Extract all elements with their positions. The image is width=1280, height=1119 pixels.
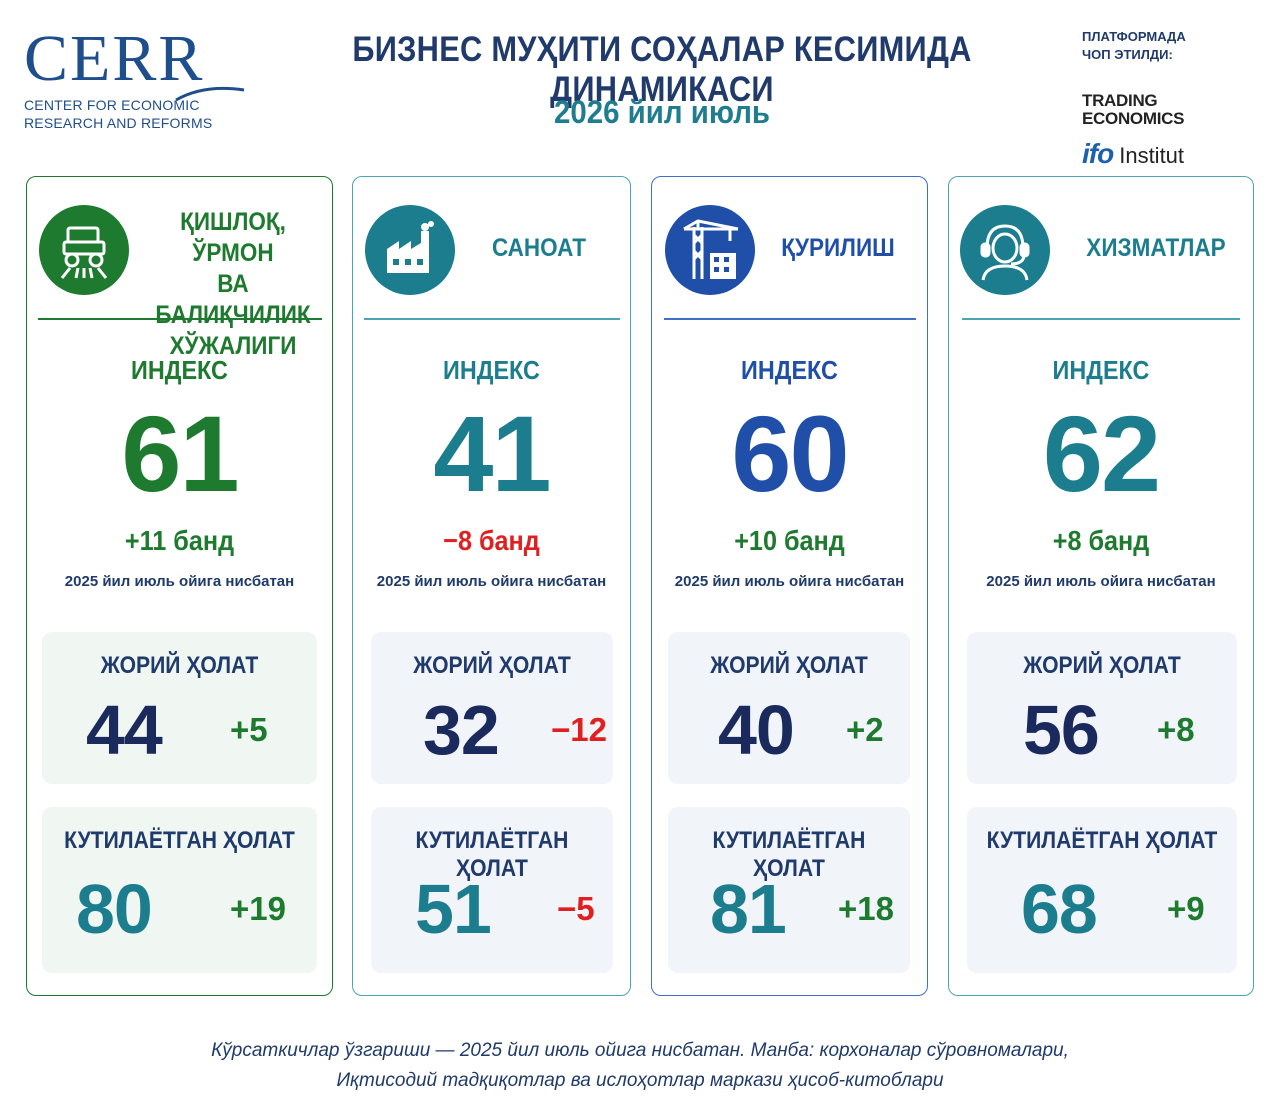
sector-name: ҚИШЛОҚ, ЎРМОН ВА БАЛИҚЧИЛИК ХЎЖАЛИГИ [143, 207, 323, 362]
index-label: ИНДЕКС [741, 355, 838, 385]
headset-operator-icon [960, 205, 1050, 295]
expected-state-delta: +19 [230, 890, 286, 927]
expected-state-delta: +9 [1167, 890, 1205, 927]
expected-state-box: КУТИЛАЁТГАН ҲОЛАТ 51 −5 [371, 807, 613, 973]
page-subtitle: 2026 йил июль [553, 94, 771, 130]
crane-icon [665, 205, 755, 295]
expected-state-label: КУТИЛАЁТГАН ҲОЛАТ [64, 827, 295, 854]
index-note: 2025 йил июль ойига нисбатан [986, 573, 1216, 590]
sector-name-line: ҚУРИЛИШ [781, 234, 895, 262]
ifo-institut-logo: ifo Institut [1082, 138, 1272, 170]
sector-card-header: ҚУРИЛИШ [652, 177, 927, 321]
sector-name-line: ҚИШЛОҚ, ЎРМОН [180, 208, 286, 267]
expected-state-box: КУТИЛАЁТГАН ҲОЛАТ 81 +18 [668, 807, 910, 973]
expected-state-label: КУТИЛАЁТГАН ҲОЛАТ [415, 827, 569, 882]
expected-state-box: КУТИЛАЁТГАН ҲОЛАТ 80 +19 [42, 807, 317, 973]
index-label: ИНДЕКС [131, 355, 228, 385]
expected-state-value: 81 [710, 870, 787, 948]
current-state-delta: +8 [1157, 711, 1195, 748]
current-state-box: ЖОРИЙ ҲОЛАТ 56 +8 [967, 632, 1237, 784]
index-value: 60 [731, 393, 849, 514]
current-state-value: 40 [718, 691, 795, 769]
footer-note: Кўрсаткичлар ўзгариши — 2025 йил июль ой… [0, 1036, 1280, 1096]
sector-name: ХИЗМАТЛАР [1071, 233, 1242, 264]
sector-name: САНОАТ [467, 233, 611, 264]
index-label: ИНДЕКС [443, 355, 540, 385]
ifo-text: Institut [1119, 143, 1185, 168]
index-note: 2025 йил июль ойига нисбатан [64, 573, 295, 590]
current-state-box: ЖОРИЙ ҲОЛАТ 44 +5 [42, 632, 317, 784]
platform-block: ПЛАТФОРМАДА ЧОП ЭТИЛДИ: TRADING ECONOMIC… [1082, 28, 1272, 170]
footer-line-1: Кўрсаткичлар ўзгариши — 2025 йил июль ой… [211, 1040, 1069, 1061]
index-value: 61 [121, 393, 239, 514]
sector-name-line: ХЎЖАЛИГИ [169, 332, 297, 360]
te-logo-line-2: ECONOMICS [1082, 109, 1185, 128]
index-delta: +8 банд [1052, 525, 1150, 556]
expected-state-value: 68 [1021, 870, 1098, 948]
current-state-box: ЖОРИЙ ҲОЛАТ 32 −12 [371, 632, 613, 784]
current-state-value: 56 [1023, 691, 1100, 769]
trading-economics-logo: TRADING ECONOMICS [1082, 92, 1272, 128]
current-state-label: ЖОРИЙ ҲОЛАТ [1023, 652, 1181, 679]
current-state-value: 32 [423, 691, 500, 769]
current-state-label: ЖОРИЙ ҲОЛАТ [100, 652, 259, 679]
platform-caption: ПЛАТФОРМАДА ЧОП ЭТИЛДИ: [1082, 28, 1272, 64]
sector-divider [664, 318, 916, 320]
current-state-delta: −12 [551, 711, 607, 748]
page-title: БИЗНЕС МУҲИТИ СОҲАЛАР КЕСИМИДА ДИНАМИКАС… [352, 30, 972, 109]
expected-state-label: КУТИЛАЁТГАН ҲОЛАТ [986, 827, 1218, 854]
sector-card: ХИЗМАТЛАР ИНДЕКС 62 +8 банд 2025 йил июль ой… [948, 176, 1254, 996]
sector-card-header: САНОАТ [353, 177, 630, 321]
expected-state-delta: −5 [557, 890, 595, 927]
platform-caption-line-1: ПЛАТФОРМАДА [1082, 29, 1186, 44]
sector-card-header: ҚИШЛОҚ, ЎРМОН ВА БАЛИҚЧИЛИК ХЎЖАЛИГИ [27, 177, 332, 360]
logo-subtitle: CENTER FOR ECONOMIC RESEARCH AND REFORMS [24, 96, 244, 132]
current-state-delta: +2 [846, 711, 884, 748]
sector-card: ҚУРИЛИШ ИНДЕКС 60 +10 банд 2025 йил июль ойи… [651, 176, 928, 996]
sector-divider [38, 318, 322, 320]
index-delta: +10 банд [734, 525, 845, 556]
index-label: ИНДЕКС [1052, 355, 1150, 385]
logo-swoosh-icon [175, 86, 245, 102]
tractor-icon [39, 205, 129, 295]
index-note: 2025 йил июль ойига нисбатан [674, 573, 905, 590]
expected-state-label: КУТИЛАЁТГАН ҲОЛАТ [712, 827, 866, 882]
current-state-delta: +5 [230, 711, 268, 748]
ifo-mark: ifo [1082, 138, 1114, 169]
logo-line-1: CENTER FOR ECONOMIC [24, 97, 200, 113]
sector-name-line: ХИЗМАТЛАР [1086, 234, 1226, 262]
expected-state-box: КУТИЛАЁТГАН ҲОЛАТ 68 +9 [967, 807, 1237, 973]
index-delta: −8 банд [443, 525, 540, 556]
platform-caption-line-2: ЧОП ЭТИЛДИ: [1082, 47, 1173, 62]
index-value: 41 [433, 393, 551, 514]
sector-name-line: САНОАТ [491, 234, 586, 262]
index-delta: +11 банд [124, 525, 235, 556]
expected-state-value: 51 [415, 870, 492, 948]
te-logo-line-1: TRADING [1082, 91, 1158, 110]
current-state-label: ЖОРИЙ ҲОЛАТ [413, 652, 571, 679]
cerr-logo: CERR CENTER FOR ECONOMIC RESEARCH AND RE… [24, 22, 245, 132]
sector-name-line: ВА БАЛИҚЧИЛИК [155, 270, 311, 329]
index-value: 62 [1042, 393, 1161, 514]
expected-state-delta: +18 [838, 890, 894, 927]
sector-card: САНОАТ ИНДЕКС 41 −8 банд 2025 йил июль ойига… [352, 176, 631, 996]
sector-name: ҚУРИЛИШ [766, 233, 910, 264]
sector-card: ҚИШЛОҚ, ЎРМОН ВА БАЛИҚЧИЛИК ХЎЖАЛИГИ ИНДЕКС… [26, 176, 333, 996]
logo-wordmark: CERR [24, 22, 205, 95]
sector-card-header: ХИЗМАТЛАР [949, 177, 1253, 321]
logo-line-2: RESEARCH AND REFORMS [24, 115, 213, 131]
index-note: 2025 йил июль ойига нисбатан [376, 573, 607, 590]
current-state-label: ЖОРИЙ ҲОЛАТ [710, 652, 868, 679]
current-state-box: ЖОРИЙ ҲОЛАТ 40 +2 [668, 632, 910, 784]
footer-line-2: Иқтисодий тадқиқотлар ва ислоҳотлар марк… [336, 1070, 944, 1091]
sector-divider [364, 318, 620, 320]
factory-icon [365, 205, 455, 295]
expected-state-value: 80 [76, 870, 153, 948]
sector-divider [962, 318, 1240, 320]
current-state-value: 44 [86, 691, 163, 769]
